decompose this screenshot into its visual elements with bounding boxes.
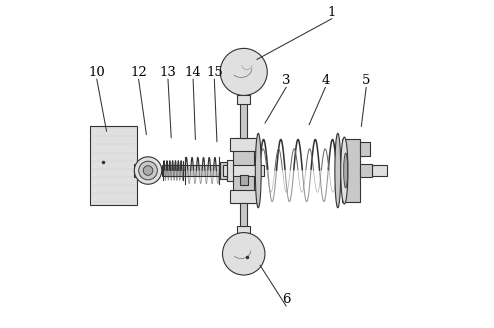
Text: 1: 1 (328, 6, 336, 19)
Ellipse shape (255, 133, 261, 208)
Bar (240, 203, 247, 231)
Text: 5: 5 (362, 74, 370, 87)
Circle shape (222, 233, 265, 275)
Bar (220, 162, 230, 179)
Bar (162, 165, 232, 176)
Bar (342, 139, 360, 202)
Circle shape (139, 161, 158, 180)
Circle shape (134, 157, 162, 184)
Bar (240, 175, 248, 185)
Bar (233, 138, 254, 203)
Bar (237, 226, 250, 233)
Bar (227, 160, 233, 181)
Bar (360, 164, 372, 177)
Text: 4: 4 (321, 74, 329, 87)
Bar (230, 190, 257, 203)
Ellipse shape (335, 133, 341, 208)
Text: 12: 12 (130, 66, 147, 79)
Bar (360, 142, 370, 156)
Text: 15: 15 (206, 66, 223, 79)
Ellipse shape (341, 137, 348, 204)
Ellipse shape (344, 153, 348, 188)
Bar (134, 164, 142, 177)
Bar (89, 126, 137, 205)
Text: 13: 13 (160, 66, 176, 79)
Text: 10: 10 (88, 66, 105, 79)
Bar (240, 97, 247, 138)
Text: 3: 3 (282, 74, 290, 87)
Text: 6: 6 (282, 293, 290, 306)
Circle shape (220, 48, 267, 95)
Bar (372, 165, 387, 176)
Circle shape (143, 166, 153, 175)
Bar (140, 163, 147, 178)
Bar (230, 138, 257, 151)
Bar (237, 95, 250, 104)
Bar (223, 165, 264, 176)
Text: 14: 14 (185, 66, 202, 79)
